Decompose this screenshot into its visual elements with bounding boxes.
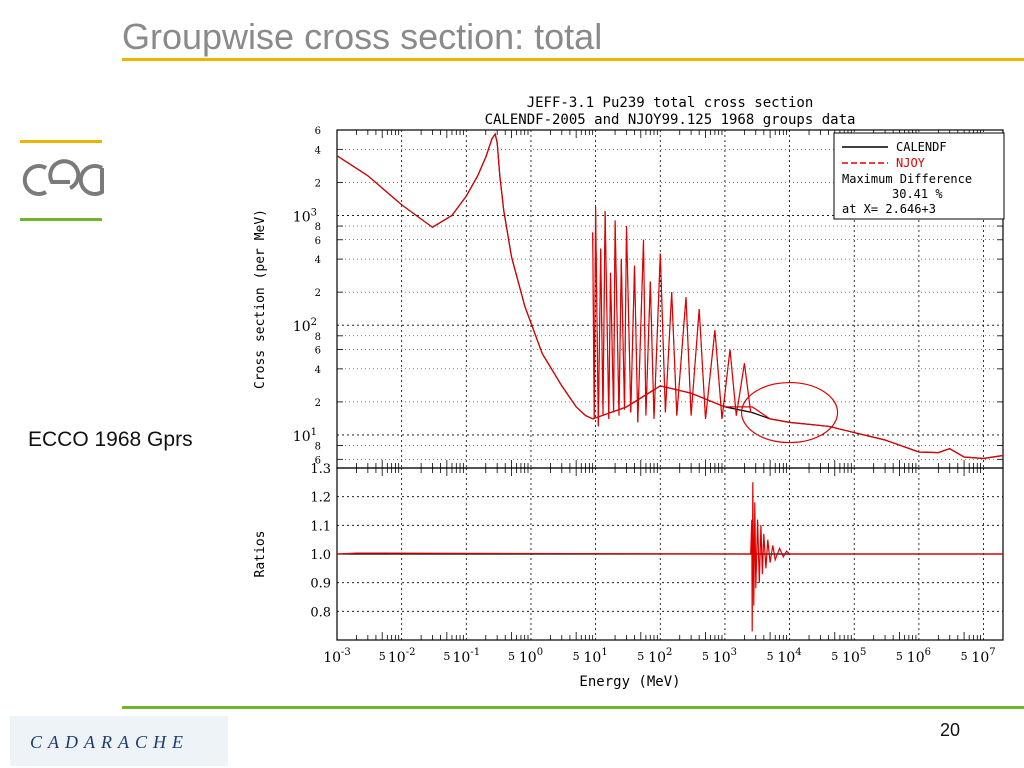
bottom-y-tick-label: 0.8 <box>310 605 331 620</box>
bottom-rule <box>122 706 1024 709</box>
top-y-minor-label: 4 <box>315 145 321 156</box>
chart-title: JEFF-3.1 Pu239 total cross section <box>527 95 814 111</box>
legend-note-heading: Maximum Difference <box>842 172 972 186</box>
x-minor-tick-label: 5 <box>767 650 774 663</box>
top-y-tick-label: 101 <box>293 427 317 445</box>
x-minor-tick-label: 5 <box>637 650 644 663</box>
cea-bottom-line <box>20 218 102 221</box>
x-tick-label: 100 <box>519 647 543 666</box>
x-minor-tick-label: 5 <box>379 650 386 663</box>
x-tick-label: 10-1 <box>453 647 481 666</box>
top-y-minor-label: 4 <box>315 255 321 266</box>
x-tick-label: 105 <box>842 647 866 666</box>
x-minor-tick-label: 5 <box>831 650 838 663</box>
top-y-minor-label: 6 <box>315 236 321 247</box>
bottom-y-axis-label: Ratios <box>253 531 268 578</box>
side-label: ECCO 1968 Gprs <box>28 428 193 451</box>
top-y-minor-label: 8 <box>315 442 321 453</box>
njoy-curve <box>336 132 1004 460</box>
legend-note-value: 30.41 % <box>892 187 943 201</box>
x-minor-tick-label: 5 <box>508 650 515 663</box>
bottom-y-tick-label: 1.3 <box>310 462 331 477</box>
legend-label-calendf: CALENDF <box>896 140 947 154</box>
x-axis-label: Energy (MeV) <box>579 674 680 690</box>
cea-letterforms <box>22 159 104 196</box>
x-minor-tick-label: 5 <box>702 650 709 663</box>
top-y-axis-label: Cross section (per MeV) <box>253 209 268 389</box>
bottom-y-tick-label: 1.1 <box>310 519 331 534</box>
top-y-minor-label: 2 <box>315 178 321 189</box>
x-tick-label: 10-2 <box>388 647 416 666</box>
njoy-ratio-line <box>336 482 1003 632</box>
top-y-tick-label: 103 <box>293 207 317 225</box>
top-y-minor-label: 2 <box>315 398 321 409</box>
x-tick-label: 106 <box>907 647 931 666</box>
top-y-minor-label: 2 <box>315 288 321 299</box>
bottom-y-tick-label: 1.2 <box>310 491 331 506</box>
x-tick-label: 101 <box>584 647 608 666</box>
njoy-resonances <box>592 206 752 427</box>
top-y-minor-label: 6 <box>315 346 321 357</box>
title-underline <box>122 58 1024 61</box>
top-y-minor-label: 6 <box>315 126 321 137</box>
x-tick-label: 104 <box>777 647 801 666</box>
bottom-y-tick-label: 0.9 <box>310 577 331 592</box>
top-y-tick-label: 102 <box>293 317 317 335</box>
calendf-resonances <box>592 206 752 427</box>
chart-subtitle: CALENDF-2005 and NJOY99.125 1968 groups … <box>485 112 856 128</box>
cea-logo <box>20 140 104 221</box>
x-minor-tick-label: 5 <box>573 650 580 663</box>
page-number: 20 <box>940 720 961 740</box>
x-minor-tick-label: 5 <box>443 650 450 663</box>
top-y-minor-label: 6 <box>315 455 321 466</box>
x-minor-tick-label: 5 <box>896 650 903 663</box>
x-tick-label: 107 <box>971 647 995 666</box>
x-tick-label: 102 <box>648 647 672 666</box>
cadarache-logo-text: CADARACHE <box>30 732 189 752</box>
x-tick-label: 103 <box>713 647 737 666</box>
top-y-minor-label: 4 <box>315 365 321 376</box>
cross-section-figure: JEFF-3.1 Pu239 total cross sectionCALEND… <box>253 95 1005 690</box>
legend-note-location: at X= 2.646+3 <box>842 202 936 216</box>
slide-title: Groupwise cross section: total <box>122 16 603 57</box>
cadarache-logo: CADARACHE <box>10 716 228 766</box>
x-minor-tick-label: 5 <box>961 650 968 663</box>
difference-highlight-ellipse <box>740 381 839 444</box>
cea-top-line <box>20 140 102 143</box>
bottom-y-tick-label: 1.0 <box>310 548 331 563</box>
top-y-minor-label: 8 <box>315 332 321 343</box>
legend-label-njoy: NJOY <box>896 156 926 170</box>
top-y-minor-label: 8 <box>315 222 321 233</box>
x-tick-label: 10-3 <box>323 647 351 666</box>
